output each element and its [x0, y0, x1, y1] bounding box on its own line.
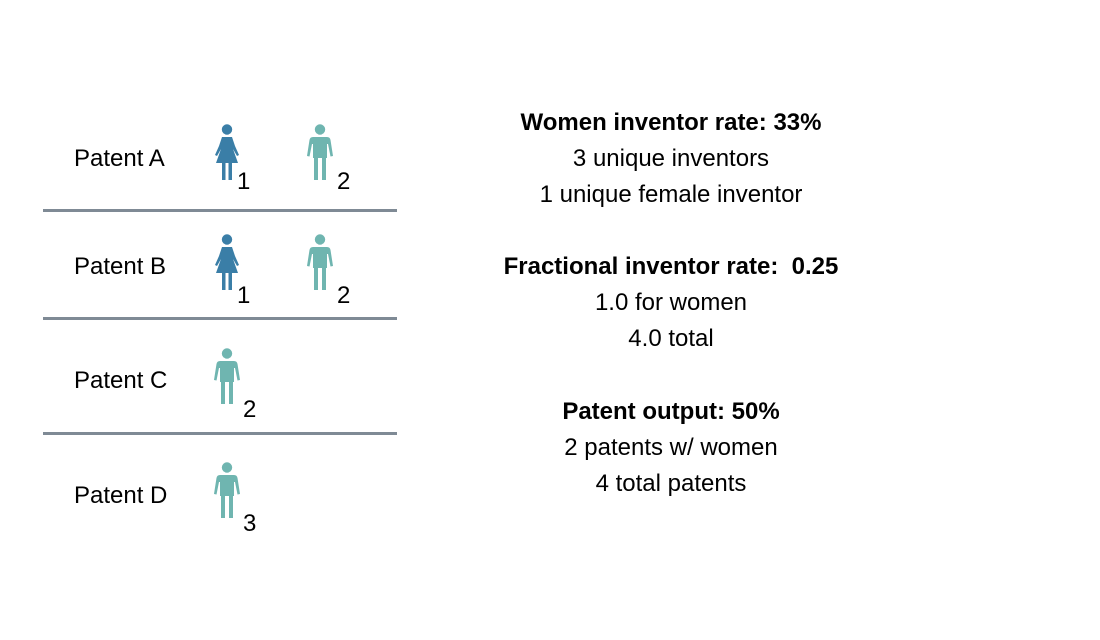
- inventor-number: 2: [337, 168, 351, 195]
- patent-label-a: Patent A: [74, 145, 165, 172]
- patent-output-block: Patent output: 50% 2 patents w/ women 4 …: [470, 394, 872, 502]
- metric-heading: Women inventor rate: 33%: [520, 109, 822, 136]
- patent-label-b: Patent B: [74, 253, 167, 280]
- inventor-number: 2: [337, 282, 351, 309]
- row-divider: [43, 317, 397, 320]
- inventor-number: 1: [237, 282, 251, 309]
- man-icon: [213, 462, 241, 518]
- woman-icon: [213, 234, 241, 290]
- metric-line: 1.0 for women: [594, 289, 748, 316]
- patent-label-c: Patent C: [74, 367, 168, 394]
- man-icon: [306, 124, 334, 180]
- inventor-number: 3: [243, 510, 257, 537]
- metric-line: 1 unique female inventor: [539, 181, 803, 208]
- metric-line: 4.0 total: [628, 325, 714, 352]
- metric-heading: Fractional inventor rate: 0.25: [503, 253, 839, 280]
- women-inventor-rate-block: Women inventor rate: 33% 3 unique invent…: [470, 105, 872, 213]
- metric-line: 3 unique inventors: [572, 145, 770, 172]
- row-divider: [43, 209, 397, 212]
- inventor-number: 2: [243, 396, 257, 423]
- patent-label-d: Patent D: [74, 482, 168, 509]
- man-icon: [213, 348, 241, 404]
- metric-line: 2 patents w/ women: [564, 434, 778, 461]
- woman-icon: [213, 124, 241, 180]
- metric-line: 4 total patents: [595, 470, 747, 497]
- metric-heading: Patent output: 50%: [562, 398, 780, 425]
- row-divider: [43, 432, 397, 435]
- man-icon: [306, 234, 334, 290]
- fractional-inventor-rate-block: Fractional inventor rate: 0.25 1.0 for w…: [470, 249, 872, 357]
- inventor-number: 1: [237, 168, 251, 195]
